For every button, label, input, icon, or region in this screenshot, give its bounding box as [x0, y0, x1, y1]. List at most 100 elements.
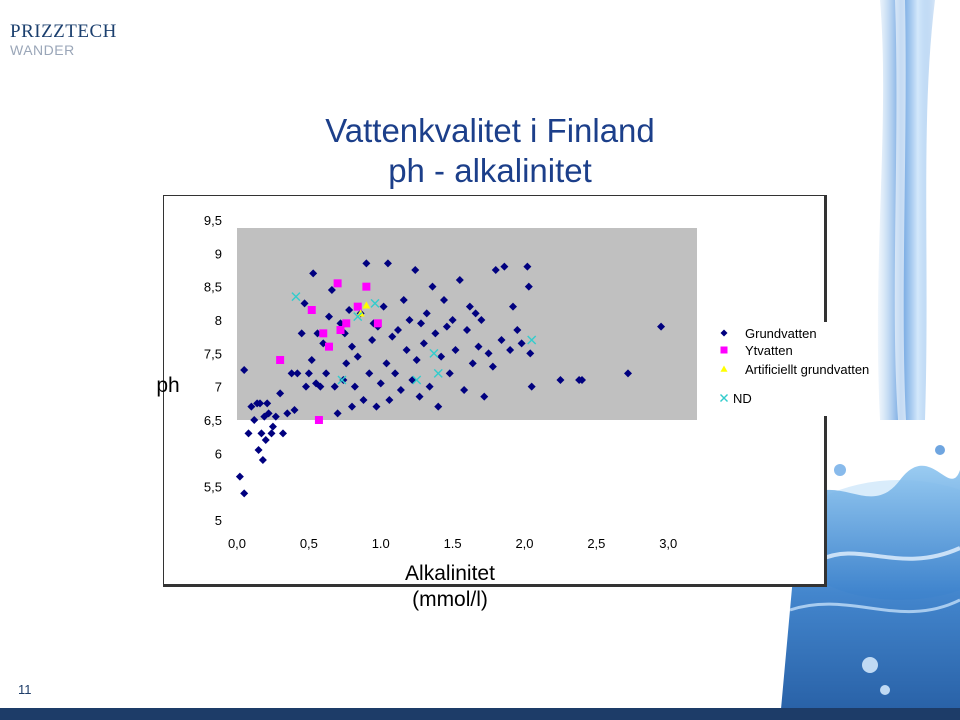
slide-title-line-2: ph - alkalinitet — [388, 152, 592, 189]
data-point-diamond — [388, 332, 397, 341]
data-point-diamond — [276, 389, 285, 398]
data-point-diamond — [383, 259, 392, 268]
data-point-diamond — [382, 359, 391, 368]
data-point-diamond — [297, 329, 306, 338]
data-point-diamond — [468, 359, 477, 368]
data-point-diamond — [257, 429, 266, 438]
x-axis-label-line-1: Alkalinitet — [405, 562, 495, 585]
legend-entry: ND — [733, 391, 752, 406]
data-point-diamond — [322, 369, 331, 378]
data-point-diamond — [309, 269, 318, 278]
legend-marker-square — [720, 346, 728, 354]
legend-marker-x — [720, 394, 728, 402]
company-logo: PRIZZTECH WANDER — [10, 22, 117, 57]
data-point-diamond — [279, 429, 287, 438]
data-point-square — [314, 416, 323, 424]
data-point-diamond — [526, 349, 535, 358]
data-point-diamond — [290, 406, 299, 414]
data-point-diamond — [491, 266, 500, 274]
data-point-diamond — [465, 302, 474, 311]
data-point-diamond — [268, 422, 277, 431]
data-point-diamond — [657, 322, 666, 331]
legend-entry: Ytvatten — [745, 343, 793, 358]
y-axis-label: ph — [156, 374, 179, 397]
legend-marker-triangle — [720, 365, 728, 372]
data-point-x — [370, 298, 380, 308]
data-point-diamond — [300, 299, 309, 308]
data-point-diamond — [517, 339, 526, 348]
data-point-diamond — [527, 382, 536, 391]
legend-marker-diamond — [720, 329, 728, 337]
data-point-diamond — [362, 259, 371, 268]
data-point-diamond — [524, 282, 533, 291]
x-tick-label: 0,5 — [300, 536, 318, 551]
y-tick-label: 8,5 — [204, 280, 222, 295]
data-point-square — [342, 319, 351, 328]
data-point-x — [291, 292, 301, 302]
data-point-diamond — [372, 402, 381, 411]
data-point-diamond — [500, 262, 509, 271]
x-axis-label-line-2: (mmol/l) — [412, 588, 488, 611]
data-point-diamond — [256, 399, 264, 408]
data-point-square — [362, 282, 371, 291]
data-point-diamond — [434, 402, 443, 411]
y-tick-label: 7,5 — [204, 346, 222, 361]
data-point-diamond — [523, 262, 532, 271]
data-point-diamond — [509, 302, 517, 311]
x-tick-label: 0,0 — [228, 536, 246, 551]
data-point-diamond — [250, 416, 259, 424]
data-point-x — [353, 312, 363, 322]
data-point-square — [373, 319, 382, 328]
data-point-diamond — [244, 429, 253, 438]
data-point-diamond — [445, 369, 454, 378]
data-point-diamond — [448, 316, 457, 324]
data-point-diamond — [437, 352, 446, 361]
data-point-diamond — [325, 312, 333, 321]
data-point-diamond — [258, 456, 267, 464]
data-point-diamond — [263, 399, 272, 408]
data-point-diamond — [307, 356, 316, 364]
legend-box — [710, 322, 830, 416]
x-tick-label: 1.0 — [372, 536, 390, 551]
y-tick-label: 6,5 — [204, 413, 222, 428]
data-point-diamond — [235, 472, 244, 481]
y-tick-label: 5,5 — [204, 480, 222, 495]
data-point-diamond — [497, 336, 506, 344]
slide-title-line-1: Vattenkvalitet i Finland — [325, 112, 655, 149]
data-point-diamond — [428, 282, 437, 291]
data-point-diamond — [293, 369, 302, 378]
y-tick-label: 9 — [215, 246, 222, 261]
data-point-diamond — [431, 329, 440, 338]
data-point-diamond — [316, 382, 325, 391]
data-point-diamond — [376, 379, 385, 388]
data-point-diamond — [283, 409, 292, 418]
data-point-diamond — [463, 326, 471, 334]
data-point-diamond — [379, 302, 388, 311]
data-point-diamond — [302, 382, 310, 391]
data-point-diamond — [240, 366, 249, 374]
data-point-diamond — [451, 346, 460, 354]
data-point-x — [433, 368, 443, 378]
data-point-diamond — [455, 276, 464, 284]
data-point-diamond — [267, 429, 276, 438]
data-point-diamond — [304, 369, 313, 378]
data-point-diamond — [474, 342, 483, 351]
data-point-diamond — [396, 386, 405, 394]
page-number: 11 — [18, 682, 32, 697]
data-point-diamond — [471, 309, 480, 318]
data-point-diamond — [402, 346, 411, 354]
data-point-diamond — [440, 296, 448, 304]
data-point-diamond — [385, 396, 394, 404]
y-tick-label: 9,5 — [204, 213, 222, 228]
data-point-diamond — [348, 342, 356, 351]
data-point-diamond — [624, 369, 632, 378]
data-point-diamond — [353, 352, 362, 361]
data-point-diamond — [254, 446, 263, 454]
x-tick-label: 3,0 — [659, 536, 677, 551]
data-point-diamond — [348, 402, 356, 411]
data-point-diamond — [368, 336, 377, 344]
y-tick-label: 8 — [215, 313, 222, 328]
data-point-diamond — [442, 322, 451, 331]
data-point-triangle — [362, 301, 371, 309]
